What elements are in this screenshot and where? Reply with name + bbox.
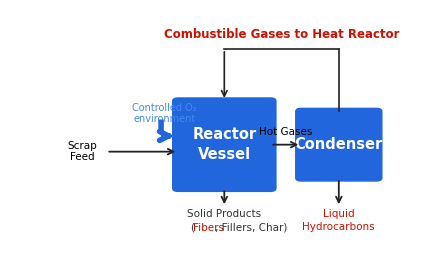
Text: Reactor
Vessel: Reactor Vessel — [192, 127, 256, 162]
Text: Controlled O₂: Controlled O₂ — [132, 103, 197, 113]
Text: (: ( — [190, 223, 194, 233]
Text: environment: environment — [133, 114, 196, 124]
Text: , Fillers, Char): , Fillers, Char) — [215, 223, 287, 233]
FancyBboxPatch shape — [172, 97, 277, 192]
Text: Fibers: Fibers — [193, 223, 224, 233]
FancyBboxPatch shape — [295, 108, 382, 182]
Text: Solid Products: Solid Products — [187, 209, 262, 219]
Text: Hot Gases: Hot Gases — [259, 127, 313, 137]
Text: Condenser: Condenser — [295, 137, 383, 152]
Text: Scrap
Feed: Scrap Feed — [67, 141, 97, 163]
Text: Liquid
Hydrocarbons: Liquid Hydrocarbons — [303, 209, 375, 231]
Text: Combustible Gases to Heat Reactor: Combustible Gases to Heat Reactor — [164, 28, 399, 41]
